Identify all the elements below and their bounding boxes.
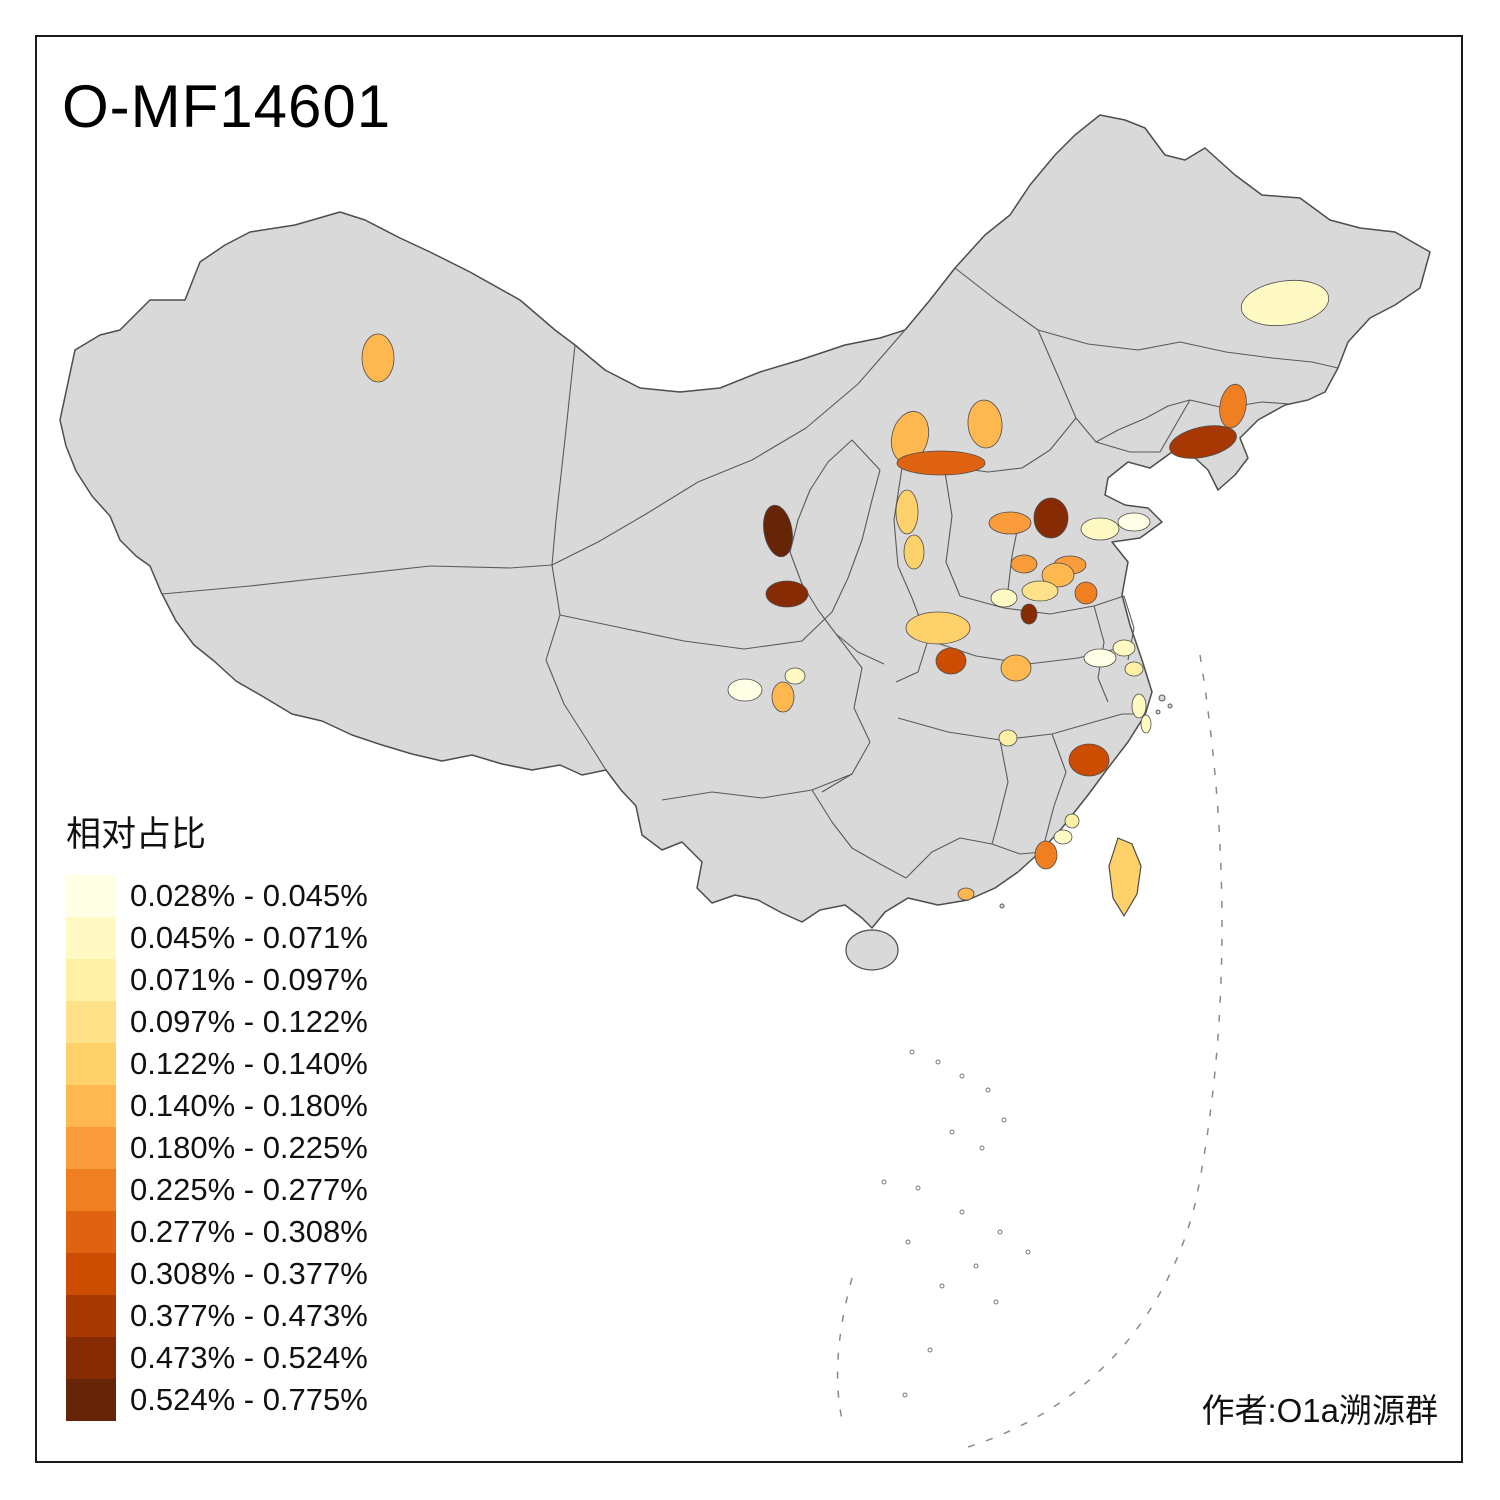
map-region [1240, 279, 1330, 327]
legend-label: 0.377% - 0.473% [130, 1298, 368, 1333]
map-region [935, 647, 967, 675]
legend-item: 0.524% - 0.775% [66, 1379, 368, 1421]
legend-item: 0.140% - 0.180% [66, 1085, 368, 1127]
map-region [1140, 714, 1152, 734]
map-regions [361, 279, 1330, 901]
legend-swatch [66, 959, 116, 1001]
legend-swatch [66, 1001, 116, 1043]
map-region [967, 399, 1003, 449]
map-region [784, 667, 806, 685]
map-region [998, 729, 1018, 747]
legend-item: 0.473% - 0.524% [66, 1337, 368, 1379]
legend-swatch [66, 1169, 116, 1211]
legend-swatch [66, 1127, 116, 1169]
legend-label: 0.277% - 0.308% [130, 1214, 368, 1249]
legend-item: 0.308% - 0.377% [66, 1253, 368, 1295]
legend: 相对占比 0.028% - 0.045% 0.045% - 0.071% 0.071… [66, 806, 368, 1421]
south-china-sea-islets [881, 1049, 1031, 1398]
legend-items: 0.028% - 0.045% 0.045% - 0.071% 0.071% - 0… [66, 875, 368, 1421]
map-region [903, 534, 925, 570]
legend-label: 0.225% - 0.277% [130, 1172, 368, 1207]
legend-label: 0.122% - 0.140% [130, 1046, 368, 1081]
legend-item: 0.180% - 0.225% [66, 1127, 368, 1169]
legend-label: 0.524% - 0.775% [130, 1382, 368, 1417]
legend-title: 相对占比 [66, 815, 207, 854]
map-region [1053, 829, 1073, 845]
map-region [771, 681, 795, 713]
map-region [1074, 581, 1098, 605]
map-region [895, 489, 919, 535]
map-region [361, 333, 395, 383]
legend-item: 0.122% - 0.140% [66, 1043, 368, 1085]
map-region [1020, 603, 1038, 625]
plot-title: O-MF14601 [62, 73, 392, 140]
map-region [1068, 743, 1110, 777]
legend-label: 0.308% - 0.377% [130, 1256, 368, 1291]
legend-swatch [66, 1379, 116, 1421]
map-region [1064, 813, 1080, 829]
legend-swatch [66, 1253, 116, 1295]
legend-swatch [66, 875, 116, 917]
legend-item: 0.377% - 0.473% [66, 1295, 368, 1337]
map-region [957, 887, 975, 901]
coastal-islands [999, 694, 1173, 909]
legend-item: 0.225% - 0.277% [66, 1169, 368, 1211]
map-region [1117, 512, 1151, 532]
map-region [1080, 517, 1120, 541]
map-region [1033, 497, 1069, 539]
map-region [1000, 654, 1032, 682]
china-mainland [59, 114, 1431, 929]
legend-label: 0.140% - 0.180% [130, 1088, 368, 1123]
map-region [1083, 648, 1117, 668]
map-region [1021, 580, 1059, 602]
map-region [1169, 425, 1237, 459]
legend-item: 0.028% - 0.045% [66, 875, 368, 917]
legend-label: 0.028% - 0.045% [130, 878, 368, 913]
attribution: 作者:O1a溯源群 [1201, 1392, 1438, 1429]
legend-item: 0.277% - 0.308% [66, 1211, 368, 1253]
map-region [1112, 639, 1136, 657]
province-borders [161, 267, 1339, 879]
legend-swatch [66, 917, 116, 959]
legend-swatch [66, 1211, 116, 1253]
legend-label: 0.097% - 0.122% [130, 1004, 368, 1039]
map-region [988, 511, 1032, 535]
legend-label: 0.473% - 0.524% [130, 1340, 368, 1375]
plot-frame [35, 35, 1463, 1463]
map-region [896, 450, 986, 476]
taiwan-island [1108, 837, 1142, 918]
map-region [1131, 693, 1147, 719]
legend-swatch [66, 1043, 116, 1085]
map-region [1010, 554, 1038, 574]
legend-swatch [66, 1085, 116, 1127]
nine-dash-line [836, 654, 1223, 1449]
map-region [905, 611, 971, 645]
legend-item: 0.071% - 0.097% [66, 959, 368, 1001]
map-region [1041, 562, 1075, 588]
legend-swatch [66, 1295, 116, 1337]
map-region [1034, 840, 1058, 870]
legend-item: 0.097% - 0.122% [66, 1001, 368, 1043]
legend-label: 0.180% - 0.225% [130, 1130, 368, 1165]
map-region [990, 588, 1018, 608]
map-region [1124, 661, 1144, 677]
hainan-island [845, 929, 899, 971]
map-region [765, 580, 809, 608]
legend-item: 0.045% - 0.071% [66, 917, 368, 959]
legend-swatch [66, 1337, 116, 1379]
map-region [763, 504, 793, 558]
legend-label: 0.071% - 0.097% [130, 962, 368, 997]
map-region [727, 678, 763, 702]
legend-label: 0.045% - 0.071% [130, 920, 368, 955]
